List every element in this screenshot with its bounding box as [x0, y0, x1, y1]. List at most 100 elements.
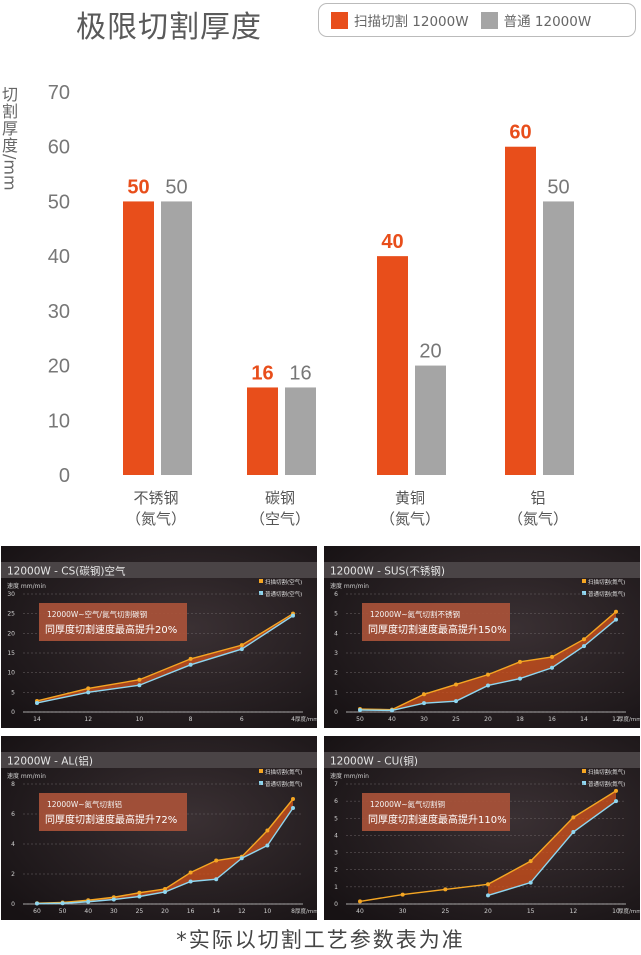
panel-x-axis-label: 厚度/mm	[618, 907, 640, 915]
bar-normal	[161, 201, 192, 475]
panel-x-tick-label: 40	[388, 716, 396, 723]
main-bar-chart: 0 10 20 30 40 50 60 70 50 50 不锈钢 （氮气） 16 16 碳钢 （空气） 40 20…	[48, 82, 574, 528]
panel-x-tick-label: 12	[238, 908, 246, 915]
panel-y-tick-label: 20	[7, 630, 15, 637]
category-gas-label: （氮气）	[126, 510, 186, 528]
legend-swatch-scan	[331, 11, 348, 29]
y-tick-label: 30	[48, 301, 70, 323]
panel-point-normal	[358, 708, 362, 713]
panel-point-scan	[86, 686, 91, 691]
bar-normal-value-label: 50	[547, 176, 569, 198]
panel-legend-swatch	[582, 769, 586, 773]
panel-point-normal	[239, 856, 244, 861]
panel-point-normal	[60, 901, 65, 906]
category-label: 铝	[530, 489, 545, 507]
panel-point-scan	[614, 609, 618, 614]
panel-legend-label: 扫描切割(空气)	[265, 578, 302, 586]
panel-point-scan	[239, 643, 244, 648]
panel-point-normal	[518, 676, 522, 681]
panel-point-normal	[390, 708, 394, 713]
panel-y-tick-label: 2	[334, 670, 338, 677]
panel-annotation-line2: 同厚度切割速度最高提升72%	[45, 813, 177, 826]
panel-point-scan	[422, 692, 426, 697]
bar-scan	[377, 256, 408, 475]
panel-point-scan	[571, 815, 576, 820]
y-tick-label: 0	[59, 465, 70, 487]
panel-point-scan	[137, 677, 142, 682]
bar-scan	[123, 201, 154, 475]
legend-label-scan: 扫描切割 12000W	[354, 14, 469, 30]
bar-normal	[285, 387, 316, 475]
panel-legend-swatch	[582, 579, 586, 583]
legend-swatch-normal	[480, 11, 498, 29]
panel-y-tick-label: 0	[11, 709, 15, 716]
panel-point-scan	[486, 882, 490, 887]
panel-point-normal	[35, 901, 39, 906]
speed-chart-cs: 12000W - CS(碳钢)空气 速度 mm/min 扫描切割(空气) 普通切割(空…	[1, 546, 317, 728]
panel-x-tick-label: 30	[110, 908, 118, 915]
panel-point-normal	[239, 647, 244, 652]
panel-point-scan	[582, 637, 586, 642]
panel-point-normal	[111, 897, 116, 902]
panel-point-scan	[400, 892, 405, 897]
legend-label-normal: 普通 12000W	[503, 14, 592, 30]
bar-scan-value-label: 40	[381, 231, 403, 253]
panel-x-tick-label: 25	[442, 908, 450, 915]
panel-point-scan	[454, 682, 458, 687]
panel-x-tick-label: 40	[84, 908, 92, 915]
panel-title-bar	[1, 562, 317, 578]
panel-point-normal	[214, 877, 219, 882]
panel-y-axis-label: 速度 mm/min	[7, 772, 46, 780]
panel-y-tick-label: 5	[334, 611, 338, 618]
bar-scan-value-label: 60	[509, 122, 531, 144]
panel-x-tick-label: 60	[33, 908, 41, 915]
speed-chart-al: 12000W - AL(铝) 速度 mm/min 扫描切割(氮气) 普通切割(氮气) 0…	[1, 736, 317, 920]
panel-point-scan	[518, 659, 522, 664]
panel-y-tick-label: 5	[334, 815, 338, 822]
panel-annotation-line2: 同厚度切割速度最高提升110%	[368, 813, 507, 826]
panel-point-normal	[571, 830, 576, 834]
panel-x-tick-label: 6	[240, 716, 244, 723]
panel-y-tick-label: 5	[11, 689, 15, 696]
panel-x-tick-label: 16	[187, 908, 195, 915]
panel-x-tick-label: 10	[136, 716, 144, 723]
page-title: 极限切割厚度	[76, 10, 262, 45]
panel-legend-label: 扫描切割(氮气)	[265, 768, 302, 776]
bar-scan-value-label: 50	[127, 176, 149, 198]
panel-annotation-box	[362, 603, 510, 641]
panel-x-tick-label: 8	[291, 908, 295, 915]
panel-point-normal	[291, 613, 295, 618]
panel-point-scan	[188, 656, 193, 661]
panel-title-bar	[324, 562, 640, 578]
panel-point-normal	[188, 662, 193, 667]
panel-x-tick-label: 25	[452, 716, 460, 723]
panel-point-normal	[188, 879, 193, 884]
footnote: *实际以切割工艺参数表为准	[176, 928, 465, 952]
panel-x-axis-label: 厚度/mm	[618, 715, 640, 723]
panel-x-tick-label: 10	[612, 908, 620, 915]
panel-x-tick-label: 8	[189, 716, 193, 723]
panel-annotation-line2: 同厚度切割速度最高提升20%	[45, 623, 177, 636]
panel-y-tick-label: 6	[334, 798, 338, 805]
panel-point-scan	[163, 887, 167, 891]
panel-point-scan	[137, 890, 142, 895]
panel-y-axis-label: 速度 mm/min	[7, 582, 46, 590]
panel-line-normal	[487, 800, 617, 897]
panel-line-scan	[36, 613, 294, 702]
panel-point-normal	[86, 899, 91, 904]
panel-point-normal	[422, 701, 426, 706]
y-tick-label: 40	[48, 246, 70, 268]
panel-legend-swatch	[582, 781, 586, 785]
panel-point-scan	[214, 858, 219, 863]
speed-chart-svg: 12000W - AL(铝)速度 mm/min 扫描切割(氮气)普通切割(氮气)0…	[1, 736, 317, 920]
panel-y-tick-label: 1	[334, 689, 338, 696]
panel-y-tick-label: 4	[11, 841, 15, 848]
panel-y-tick-label: 7	[334, 781, 338, 788]
bar-normal-value-label: 50	[165, 176, 187, 198]
panel-point-scan	[358, 899, 362, 904]
panel-y-tick-label: 3	[334, 850, 338, 857]
panel-x-tick-label: 14	[212, 908, 220, 915]
panel-legend-label: 扫描切割(氮气)	[588, 768, 625, 776]
y-tick-label: 10	[48, 410, 70, 432]
